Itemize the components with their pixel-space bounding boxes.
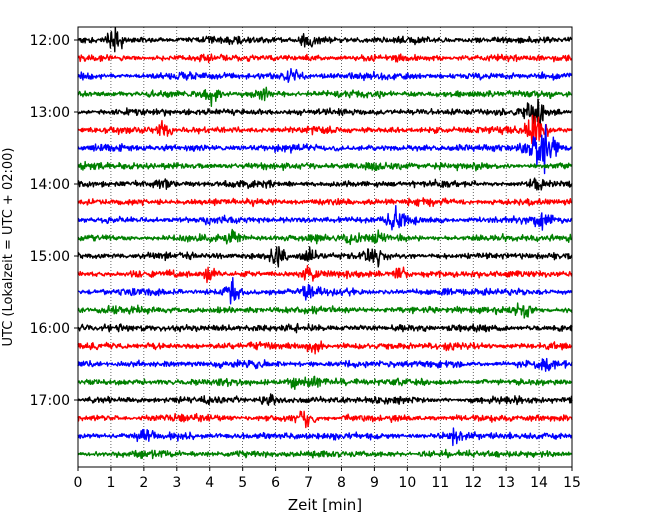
y-tick-label-1700: 17:00	[30, 393, 70, 409]
traces	[77, 26, 573, 460]
x-tick-label-7: 7	[304, 475, 313, 491]
x-tick-label-8: 8	[337, 475, 346, 491]
trace-1430	[77, 205, 573, 231]
x-tick-label-3: 3	[172, 475, 181, 491]
trace-1345	[77, 160, 573, 172]
x-tick-label-12: 12	[464, 475, 482, 491]
x-tick-label-9: 9	[370, 475, 379, 491]
trace-1415	[77, 197, 573, 208]
x-tick-label-14: 14	[530, 475, 548, 491]
grid-lines	[110, 27, 540, 467]
trace-1200	[77, 26, 573, 53]
y-tick-label-1500: 15:00	[30, 249, 70, 265]
trace-1715	[77, 410, 573, 429]
x-tick-label-2: 2	[139, 475, 148, 491]
trace-1300	[77, 98, 573, 127]
plot-frame	[77, 26, 573, 468]
trace-1230	[77, 68, 573, 83]
trace-1700	[77, 393, 573, 406]
trace-1515	[77, 264, 573, 284]
trace-1445	[77, 228, 573, 246]
trace-1545	[77, 302, 573, 319]
y-axis: 12:00 13:00 14:00 15:00 16:00 17:00	[30, 33, 78, 409]
x-tick-label-11: 11	[431, 475, 449, 491]
trace-1330	[77, 123, 573, 175]
trace-1615	[77, 340, 573, 355]
x-axis: 0 1 2 3 4 5 6 7 8 9 10 11 12 13 14 15	[74, 467, 581, 491]
x-tick-label-4: 4	[205, 475, 214, 491]
x-tick-label-15: 15	[563, 475, 581, 491]
trace-1630	[77, 357, 573, 372]
trace-1730	[77, 427, 573, 447]
x-axis-title: Zeit [min]	[288, 496, 362, 514]
trace-1315	[77, 114, 573, 147]
x-tick-label-5: 5	[238, 475, 247, 491]
y-tick-label-1300: 13:00	[30, 105, 70, 121]
x-tick-label-0: 0	[74, 475, 83, 491]
trace-1245	[77, 86, 573, 107]
trace-1400	[77, 177, 573, 191]
x-tick-label-1: 1	[106, 475, 115, 491]
trace-1530	[77, 277, 573, 305]
y-tick-label-1600: 16:00	[30, 321, 70, 337]
y-tick-label-1400: 14:00	[30, 177, 70, 193]
y-tick-label-1200: 12:00	[30, 33, 70, 49]
y-axis-title: UTC (Lokalzeit = UTC + 02:00)	[1, 148, 16, 347]
trace-1600	[77, 322, 573, 334]
trace-1645	[77, 375, 573, 390]
trace-1500	[77, 245, 573, 268]
x-tick-label-10: 10	[398, 475, 416, 491]
x-tick-label-13: 13	[497, 475, 515, 491]
trace-1215	[77, 53, 573, 64]
trace-1745	[77, 448, 573, 460]
x-tick-label-6: 6	[271, 475, 280, 491]
